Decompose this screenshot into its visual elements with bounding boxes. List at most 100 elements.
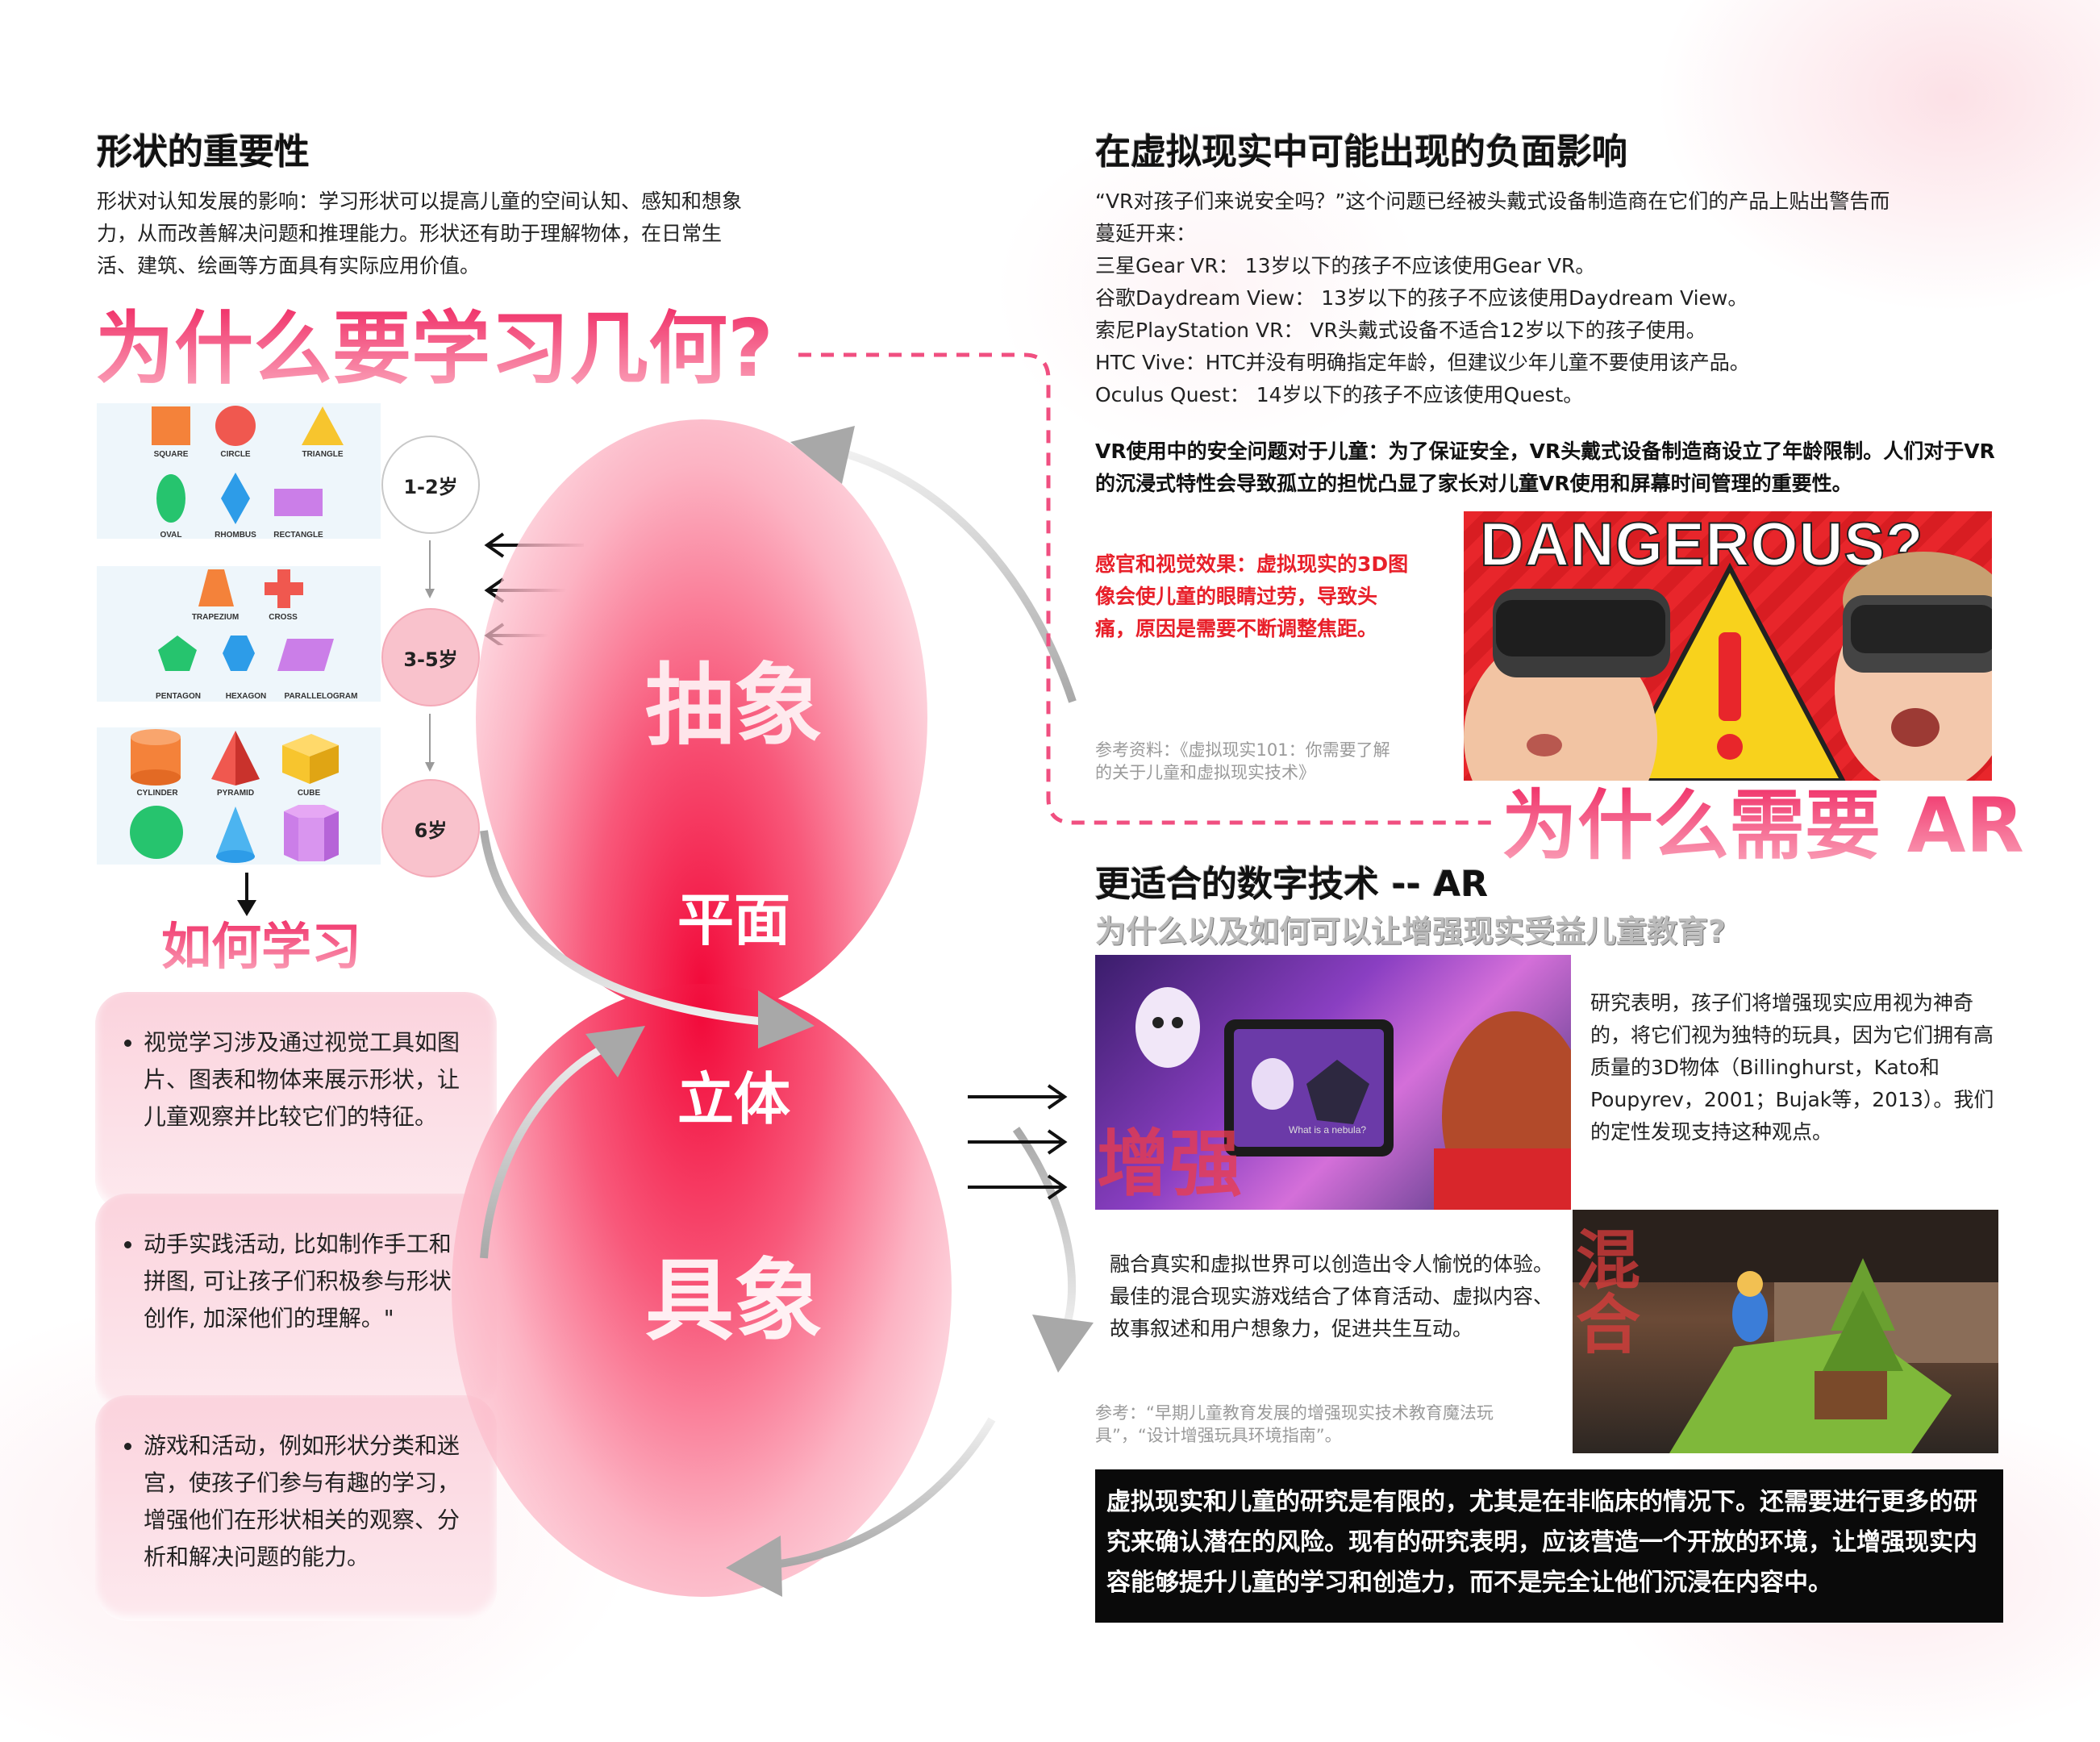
ar-reference: 参考：“早期儿童教育发展的增强现实技术教育魔法玩具”，“设计增强玩具环境指南”。 — [1095, 1403, 1494, 1445]
trapezium-label: TRAPEZIUM — [191, 613, 240, 622]
dangerous-vr-image: DANGEROUS? — [1464, 511, 1992, 781]
triangle-shape — [302, 406, 344, 445]
cube-label: CUBE — [297, 789, 321, 798]
child-red-shirt — [1434, 1148, 1571, 1210]
conclusion-text: 虚拟现实和儿童的研究是有限的，尤其是在非临床的情况下。还需要进行更多的研究来确认… — [1106, 1488, 1977, 1597]
cylinder-label: CYLINDER — [136, 789, 178, 798]
mixed-reality-image: 混合 — [1573, 1210, 1998, 1453]
abstract-label: 抽象 — [645, 654, 823, 757]
ar-tablet-image: What is a nebula? 增强 — [1095, 955, 1571, 1210]
vr-safety-bold-paragraph: VR使用中的安全问题对于儿童：为了保证安全，VR头戴式设备制造商设立了年龄限制。… — [1095, 440, 1995, 495]
rhombus-shape — [221, 473, 250, 524]
vr-intro-paragraph: “VR对孩子们来说安全吗？”这个问题已经被头戴式设备制造商在它们的产品上贴出警告… — [1095, 190, 1890, 245]
circle-shape — [215, 406, 256, 446]
vr-reference: 参考资料：《虚拟现实101：你需要了解的关于儿童和虚拟现实技术》 — [1095, 740, 1390, 782]
arrow-head-lower-left — [585, 1026, 645, 1077]
shape-importance-paragraph: 形状对认知发展的影响：学习形状可以提高儿童的空间认知、感知和想象力，从而改善解决… — [97, 190, 743, 277]
exclamation-bar — [1719, 632, 1741, 721]
arrow-head-top — [790, 426, 855, 484]
ar-research-paragraph: 研究表明，孩子们将增强现实应用视为神奇的，将它们视为独特的玩具，因为它们拥有高质… — [1590, 991, 1994, 1144]
vr-item-psvr: 索尼PlayStation VR： VR头戴式设备不适合12岁以下的孩子使用。 — [1095, 319, 1706, 342]
basic-shapes-drawing — [152, 406, 344, 524]
virtual-crate — [1815, 1371, 1887, 1419]
concrete-label: 具象 — [645, 1249, 823, 1352]
upper-circle — [476, 419, 927, 1016]
ar-subheading: 为什么以及如何可以让增强现实受益儿童教育? — [1095, 914, 1727, 949]
square-label: SQUARE — [153, 450, 189, 459]
bullet-hands-on: 动手实践活动, 比如制作手工和拼图, 可让孩子们积极参与形状创作, 加深他们的理… — [144, 1226, 473, 1337]
arrow-head-middle — [758, 990, 815, 1048]
rectangle-label: RECTANGLE — [273, 531, 323, 540]
mixed-reality-scene — [1573, 1210, 1998, 1453]
circle-label: CIRCLE — [220, 450, 251, 459]
solid-shapes-drawing — [130, 729, 339, 863]
virtual-character — [1732, 1287, 1768, 1342]
bullet-games: 游戏和活动，例如形状分类和迷宫，使孩子们参与有趣的学习，增强他们在形状相关的观察… — [144, 1427, 473, 1576]
shapes-panel-solids: CYLINDER PYRAMID CUBE — [97, 727, 381, 865]
pentagon-label: PENTAGON — [156, 692, 201, 701]
right-arrows-group — [968, 1084, 1068, 1200]
bullet-box-hands-on: 动手实践活动, 比如制作手工和拼图, 可让孩子们积极参与形状创作, 加深他们的理… — [95, 1194, 497, 1413]
sphere-shape — [130, 806, 183, 859]
tablet-caption: What is a nebula? — [1289, 1124, 1367, 1136]
pyramid-label: PYRAMID — [216, 789, 255, 798]
shapes-panel-basic: SQUARE CIRCLE TRIANGLE OVAL RHOMBUS RECT… — [97, 403, 381, 540]
shapes-panel-polygons: TRAPEZIUM CROSS PENTAGON HEXAGON PARALLE… — [97, 566, 381, 702]
vr-item-daydream: 谷歌Daydream View： 13岁以下的孩子不应该使用Daydream V… — [1095, 286, 1748, 310]
pyramid-shape — [211, 731, 260, 786]
age-node-6: 6岁 — [381, 779, 480, 877]
why-geometry-title: 为什么要学习几何? — [95, 303, 773, 395]
solid-label: 立体 — [677, 1066, 790, 1132]
mixed-reality-paragraph: 融合真实和虚拟世界可以创造出令人愉悦的体验。最佳的混合现实游戏结合了体育活动、虚… — [1110, 1252, 1554, 1340]
why-ar-title: 为什么需要 AR — [1502, 782, 2024, 870]
age-node-1-2: 1-2岁 — [381, 436, 480, 534]
parallelogram-label: PARALLELOGRAM — [284, 692, 358, 701]
age-timeline-connector — [425, 540, 435, 772]
prism-shape — [284, 805, 339, 861]
oval-label: OVAL — [160, 531, 182, 540]
enhance-label: 增强 — [1097, 1122, 1242, 1206]
child-left-with-headset — [1464, 589, 1670, 781]
arrow-head-bottom — [726, 1536, 782, 1597]
dangerous-text: DANGEROUS? — [1479, 511, 1924, 580]
pentagon-shape — [158, 636, 197, 671]
warning-scene — [1464, 552, 1992, 781]
cross-label: CROSS — [269, 613, 298, 622]
rectangle-shape — [274, 489, 323, 516]
arrow-head-lower-right — [1032, 1315, 1094, 1373]
trapezium-shape — [198, 569, 234, 606]
square-shape — [152, 406, 190, 445]
cross-shape — [265, 569, 303, 608]
vr-item-quest: Oculus Quest： 14岁以下的孩子不应该使用Quest。 — [1095, 383, 1584, 406]
rhombus-label: RHOMBUS — [215, 531, 256, 540]
how-to-learn-title: 如何学习 — [161, 917, 362, 976]
cylinder-shape — [131, 729, 181, 786]
triangle-label: TRIANGLE — [302, 450, 344, 459]
ar-character-left — [1135, 987, 1200, 1068]
cube-shape — [282, 734, 339, 784]
bullet-box-visual: 视觉学习涉及通过视觉工具如图片、图表和物体来展示形状，让儿童观察并比较它们的特征… — [95, 992, 497, 1211]
vr-item-htc: HTC Vive：HTC并没有明确指定年龄，但建议少年儿童不要使用该产品。 — [1095, 351, 1750, 374]
polygon-shapes-drawing — [158, 569, 334, 671]
bullet-visual-learning: 视觉学习涉及通过视觉工具如图片、图表和物体来展示形状，让儿童观察并比较它们的特征… — [144, 1024, 473, 1136]
vr-item-gear: 三星Gear VR： 13岁以下的孩子不应该使用Gear VR。 — [1095, 254, 1596, 277]
parallelogram-shape — [277, 639, 334, 671]
oval-shape — [156, 474, 185, 523]
shape-importance-heading: 形状的重要性 — [97, 131, 310, 173]
bullet-box-games: 游戏和活动，例如形状分类和迷宫，使孩子们参与有趣的学习，增强他们在形状相关的观察… — [95, 1395, 497, 1621]
hexagon-label: HEXAGON — [225, 692, 267, 701]
conclusion-box: 虚拟现实和儿童的研究是有限的，尤其是在非临床的情况下。还需要进行更多的研究来确认… — [1095, 1469, 2003, 1623]
vr-age-limit-list: 三星Gear VR： 13岁以下的孩子不应该使用Gear VR。 谷歌Daydr… — [1095, 250, 1982, 411]
plane-label: 平面 — [677, 887, 790, 953]
exclamation-dot — [1717, 734, 1743, 760]
vr-negative-heading: 在虚拟现实中可能出现的负面影响 — [1095, 131, 1627, 173]
sensory-effects-paragraph: 感官和视觉效果：虚拟现实的3D图像会使儿童的眼睛过劳，导致头痛，原因是需要不断调… — [1095, 552, 1409, 640]
down-arrow-icon — [237, 873, 256, 916]
mixed-label: 混合 — [1573, 1226, 1640, 1355]
child-right-with-headset — [1835, 552, 1992, 781]
lower-circle — [452, 984, 952, 1597]
age-node-3-5: 3-5岁 — [381, 608, 480, 706]
ar-tablet-scene — [1135, 987, 1571, 1210]
